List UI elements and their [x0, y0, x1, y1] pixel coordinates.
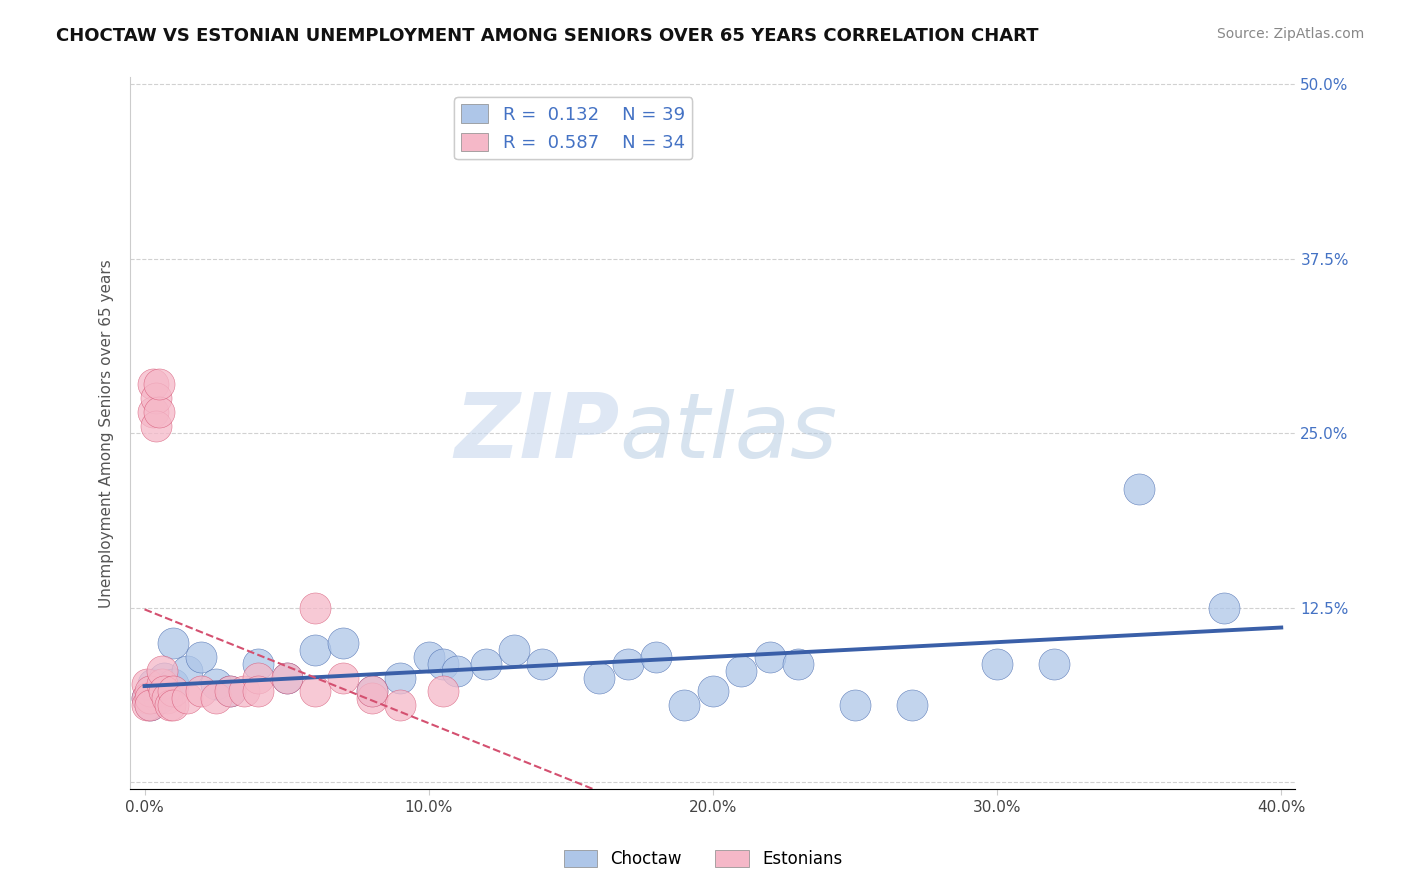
Point — [148, 377, 170, 392]
Point — [204, 691, 226, 706]
Point — [432, 684, 454, 698]
Point — [139, 698, 162, 713]
Point — [503, 642, 526, 657]
Point — [531, 657, 554, 671]
Point — [136, 691, 159, 706]
Point — [233, 684, 256, 698]
Point — [446, 664, 468, 678]
Point — [150, 677, 173, 691]
Point — [142, 677, 165, 691]
Point — [787, 657, 810, 671]
Point — [156, 691, 179, 706]
Point — [218, 684, 240, 698]
Point — [136, 691, 159, 706]
Point — [142, 405, 165, 419]
Legend: Choctaw, Estonians: Choctaw, Estonians — [557, 843, 849, 875]
Point — [673, 698, 696, 713]
Point — [332, 635, 354, 649]
Point — [136, 698, 159, 713]
Point — [148, 405, 170, 419]
Point — [145, 419, 167, 434]
Point — [432, 657, 454, 671]
Point — [389, 671, 412, 685]
Point — [332, 671, 354, 685]
Point — [176, 664, 198, 678]
Point — [389, 698, 412, 713]
Point — [153, 684, 176, 698]
Point — [190, 649, 212, 664]
Point — [474, 657, 496, 671]
Point — [139, 691, 162, 706]
Point — [162, 684, 184, 698]
Point — [148, 691, 170, 706]
Point — [156, 684, 179, 698]
Point — [1043, 657, 1066, 671]
Point — [360, 684, 382, 698]
Point — [145, 392, 167, 406]
Point — [162, 635, 184, 649]
Point — [1213, 600, 1236, 615]
Point — [276, 671, 298, 685]
Text: CHOCTAW VS ESTONIAN UNEMPLOYMENT AMONG SENIORS OVER 65 YEARS CORRELATION CHART: CHOCTAW VS ESTONIAN UNEMPLOYMENT AMONG S… — [56, 27, 1039, 45]
Point — [276, 671, 298, 685]
Point — [645, 649, 668, 664]
Point — [901, 698, 924, 713]
Text: atlas: atlas — [620, 389, 838, 477]
Text: Source: ZipAtlas.com: Source: ZipAtlas.com — [1216, 27, 1364, 41]
Point — [162, 677, 184, 691]
Point — [730, 664, 752, 678]
Point — [247, 684, 270, 698]
Point — [142, 377, 165, 392]
Point — [588, 671, 610, 685]
Point — [247, 657, 270, 671]
Point — [204, 677, 226, 691]
Point — [159, 698, 181, 713]
Point — [136, 677, 159, 691]
Point — [304, 600, 326, 615]
Point — [139, 698, 162, 713]
Point — [758, 649, 780, 664]
Point — [190, 684, 212, 698]
Point — [702, 684, 724, 698]
Point — [616, 657, 638, 671]
Legend: R =  0.132    N = 39, R =  0.587    N = 34: R = 0.132 N = 39, R = 0.587 N = 34 — [454, 97, 692, 160]
Point — [218, 684, 240, 698]
Point — [986, 657, 1008, 671]
Text: ZIP: ZIP — [454, 389, 620, 477]
Point — [153, 671, 176, 685]
Point — [176, 691, 198, 706]
Point — [418, 649, 440, 664]
Point — [139, 684, 162, 698]
Point — [1128, 482, 1150, 496]
Point — [304, 684, 326, 698]
Point — [304, 642, 326, 657]
Point — [360, 684, 382, 698]
Point — [247, 671, 270, 685]
Point — [844, 698, 866, 713]
Y-axis label: Unemployment Among Seniors over 65 years: Unemployment Among Seniors over 65 years — [100, 259, 114, 607]
Point — [360, 691, 382, 706]
Point — [150, 664, 173, 678]
Point — [162, 698, 184, 713]
Point — [148, 691, 170, 706]
